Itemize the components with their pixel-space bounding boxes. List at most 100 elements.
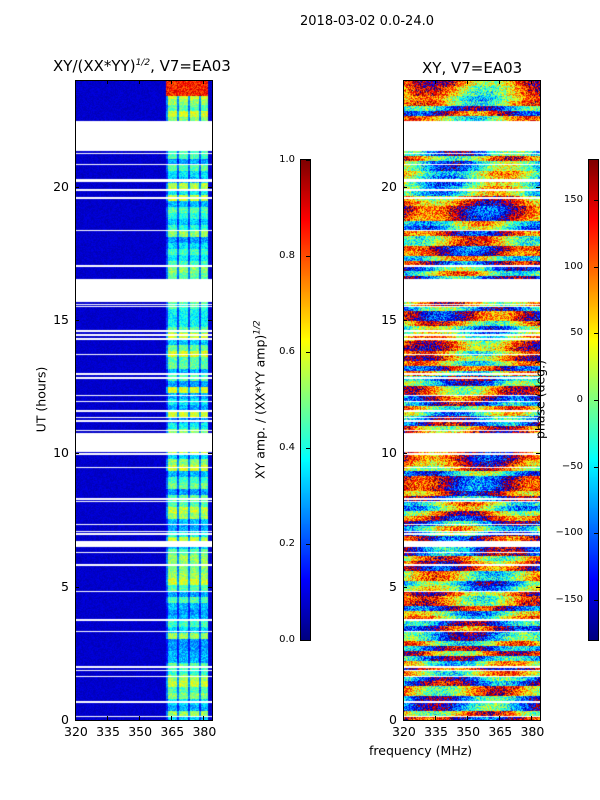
y-tick-right-0-3 [208,320,212,321]
y-tick-0-3 [75,320,79,321]
y-tick-right-0-2 [208,453,212,455]
y-tick-0-2 [75,453,79,455]
x-tick-top-0-2 [139,80,141,84]
y-tick-0-0 [75,720,79,721]
x-tick-label-0-2: 350 [128,724,153,739]
colorbar-tick-label-1-0: −150 [555,594,583,605]
y-tick-right-1-1 [536,586,540,588]
y-tick-right-0-1 [208,586,212,588]
colorbar-tick-1-2 [594,466,598,468]
y-tick-label-0-0: 0 [61,712,69,727]
y-tick-label-1-4: 20 [381,178,397,194]
amp-heatmap-axes [75,80,213,721]
amp-colorbar-gradient [301,160,310,640]
x-tick-label-1-1: 335 [424,724,448,739]
colorbar-tick-label-0-0: 0.0 [279,634,295,645]
phase-plot-title: XY, V7=EA03 [422,59,523,77]
colorbar-tick-label-1-3: 0 [576,394,583,405]
y-tick-right-1-2 [536,453,540,455]
amp-title-sup: 1/2 [135,58,151,68]
y-tick-right-1-0 [536,720,540,721]
colorbar-tick-label-1-6: 150 [563,194,583,205]
x-tick-top-1-4 [531,80,533,84]
x-tick-top-1-3 [499,80,501,84]
colorbar-tick-1-0 [594,600,598,601]
amp-colorbar-label: XY amp. / (XX*YY amp)1/2 [252,310,267,490]
colorbar-tick-label-0-4: 0.8 [279,250,295,261]
colorbar-tick-0-3 [306,352,310,353]
x-tick-top-0-3 [171,80,173,84]
x-tick-top-1-2 [467,80,469,84]
x-tick-top-1-0 [403,80,404,84]
y-tick-1-0 [403,720,407,721]
y-tick-0-1 [75,586,79,588]
y-tick-label-0-3: 15 [53,312,69,327]
y-tick-label-0-1: 5 [61,578,69,594]
x-tick-top-1-1 [435,80,437,84]
colorbar-tick-label-1-1: −100 [555,527,583,539]
phase-colorbar-label: phase (deg.) [532,360,548,439]
x-tick-label-0-4: 380 [192,724,217,739]
y-tick-0-4 [75,186,79,188]
x-tick-0-0 [75,716,76,720]
x-tick-label-1-2: 350 [456,724,481,739]
colorbar-tick-0-2 [306,448,310,449]
x-tick-top-0-0 [75,80,76,84]
colorbar-tick-label-0-3: 0.6 [279,346,295,357]
amp-colorbar-label-sup: 1/2 [252,320,263,335]
phase-colorbar [588,159,599,641]
colorbar-tick-0-5 [306,160,310,161]
y-tick-1-1 [403,586,407,588]
y-tick-label-0-4: 20 [53,178,69,194]
figure-suptitle: 2018-03-02 0.0-24.0 [300,14,434,29]
x-tick-0-4 [203,716,205,720]
y-tick-right-1-4 [536,186,540,188]
x-tick-label-1-4: 380 [520,724,545,739]
x-tick-1-1 [435,716,437,720]
y-tick-right-1-3 [536,320,540,321]
amp-title-main: XY/(XX*YY) [53,57,136,75]
colorbar-tick-label-1-2: −50 [561,460,583,472]
y-tick-label-1-3: 15 [381,312,397,327]
colorbar-tick-1-6 [594,200,598,201]
colorbar-tick-label-0-5: 1.0 [279,154,295,165]
x-tick-1-3 [499,716,501,720]
colorbar-tick-1-1 [594,533,598,535]
y-tick-right-0-0 [208,720,212,721]
amp-plot-title: XY/(XX*YY)1/2, V7=EA03 [53,57,231,75]
y-tick-label-0-2: 10 [53,445,69,461]
x-tick-1-2 [467,716,469,720]
amp-colorbar [300,159,311,641]
colorbar-tick-0-1 [306,544,310,545]
colorbar-tick-1-5 [594,266,598,268]
x-tick-1-0 [403,716,404,720]
x-tick-label-1-0: 320 [392,724,416,739]
colorbar-tick-0-0 [306,640,310,641]
y-tick-1-2 [403,453,407,455]
x-tick-0-3 [171,716,173,720]
x-tick-label-0-0: 320 [64,724,88,739]
colorbar-tick-label-1-5: 100 [563,260,583,272]
colorbar-tick-label-0-1: 0.2 [279,538,295,549]
x-tick-0-1 [107,716,109,720]
phase-heatmap-axes [403,80,541,721]
amp-title-tail: , V7=EA03 [150,57,231,75]
y-tick-label-1-2: 10 [381,445,397,461]
colorbar-tick-0-4 [306,256,310,257]
colorbar-tick-1-4 [594,333,598,335]
x-tick-label-0-1: 335 [96,724,120,739]
colorbar-tick-label-1-4: 50 [570,327,583,339]
y-tick-1-3 [403,320,407,321]
x-tick-label-1-3: 365 [488,724,513,739]
phase-colorbar-gradient [589,160,598,640]
colorbar-tick-1-3 [594,400,598,401]
x-tick-top-0-1 [107,80,109,84]
y-tick-label-1-1: 5 [389,578,397,594]
amp-heatmap [76,81,212,720]
amp-ylabel: UT (hours) [33,366,49,433]
phase-heatmap [404,81,540,720]
y-tick-label-1-0: 0 [389,712,397,727]
colorbar-tick-label-0-2: 0.4 [279,442,295,453]
x-tick-0-2 [139,716,141,720]
